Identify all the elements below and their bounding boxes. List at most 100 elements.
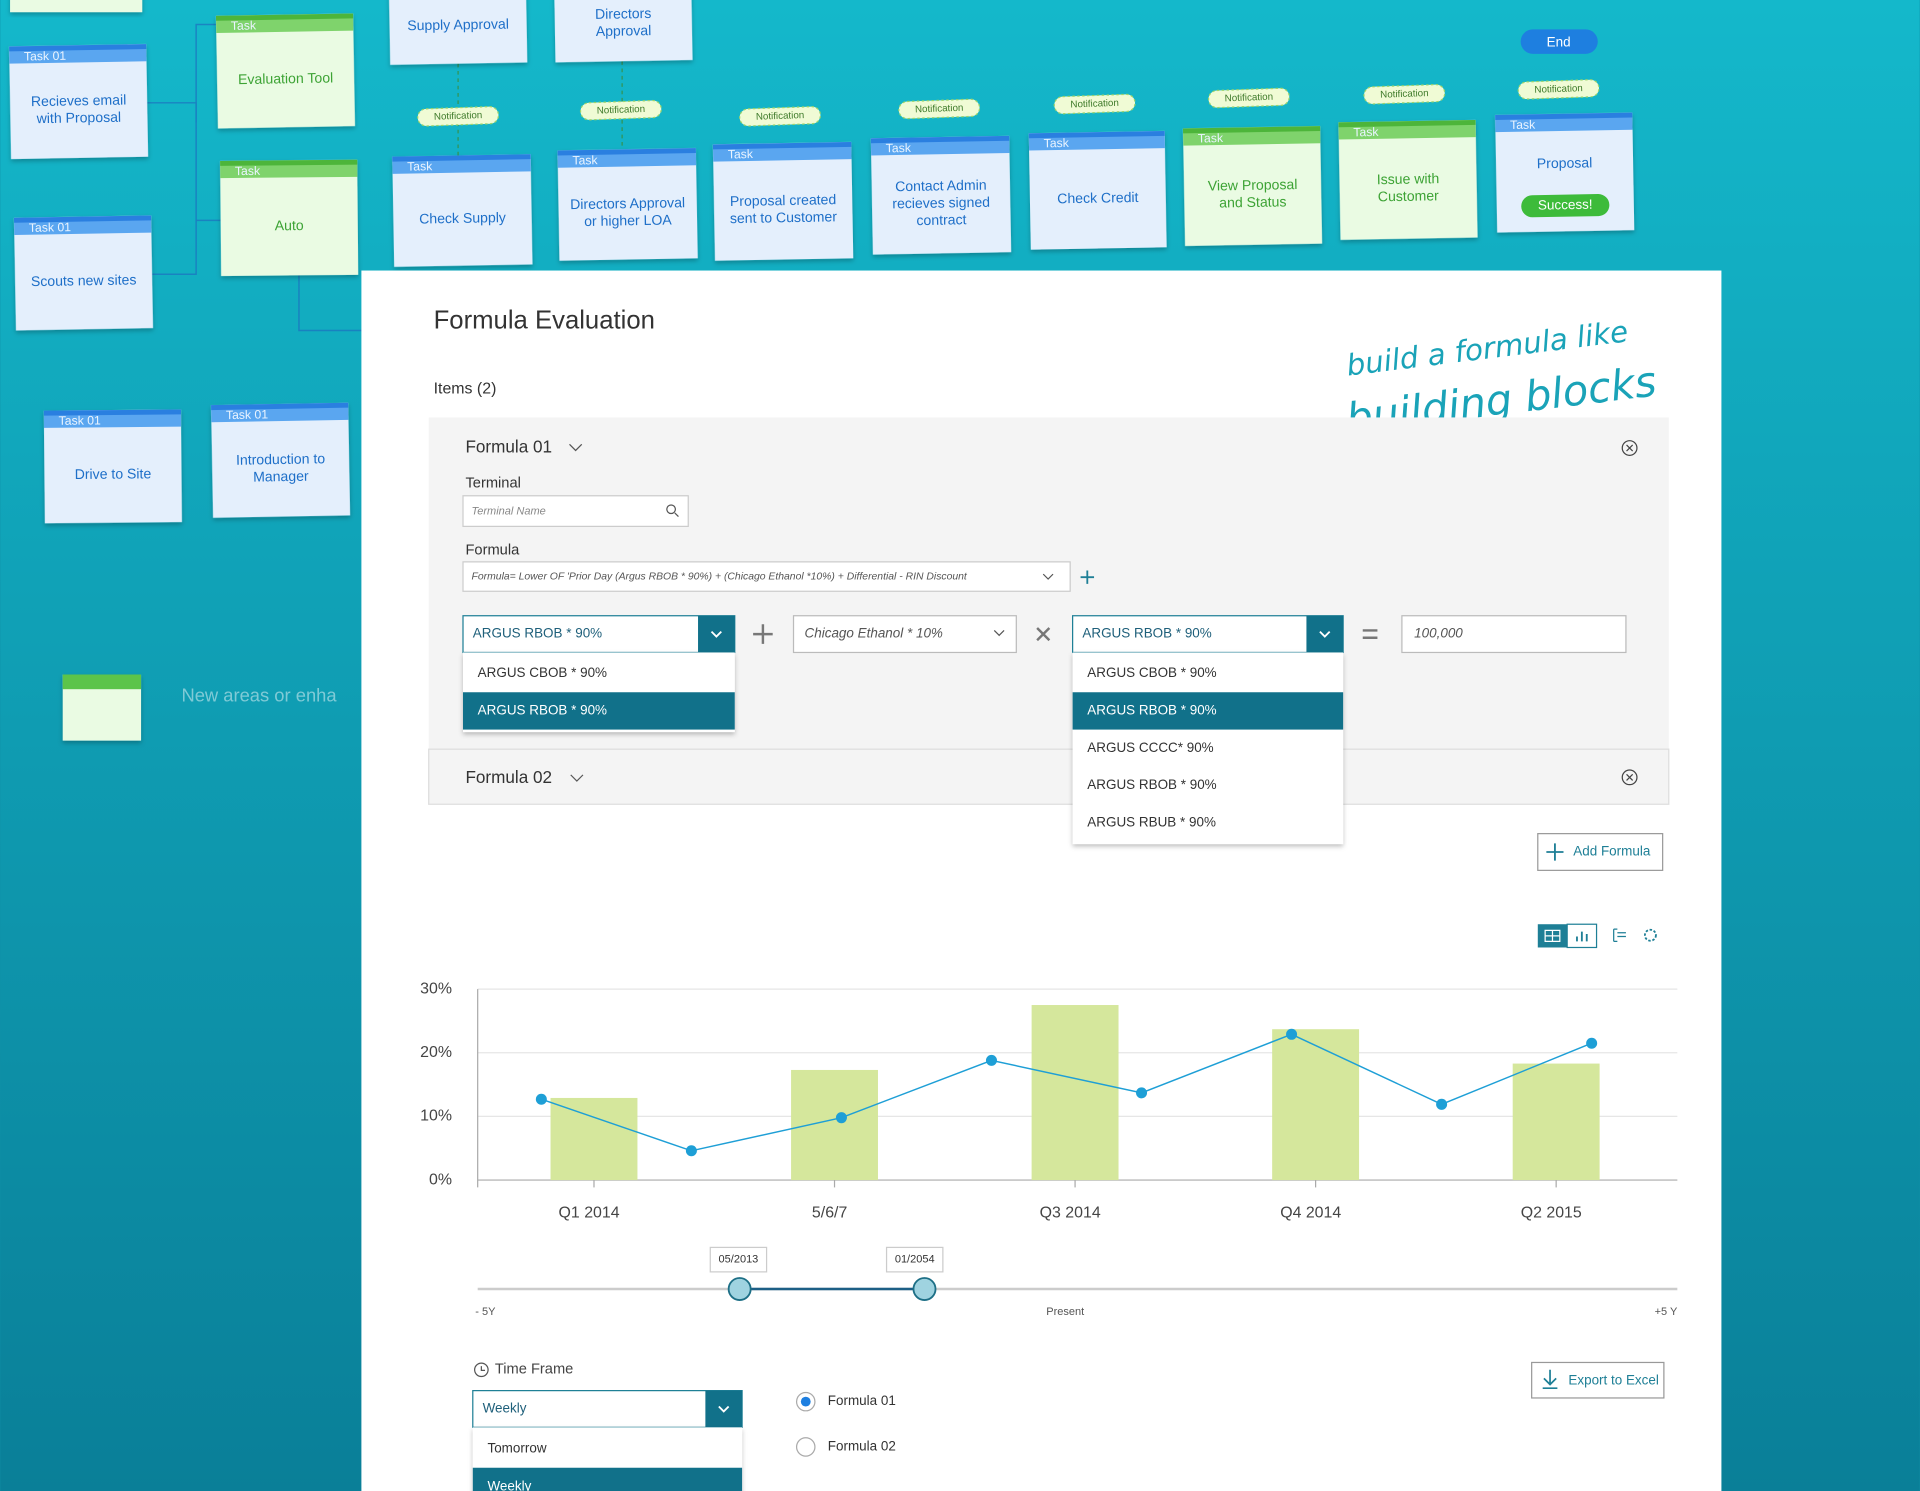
formula-input[interactable]	[462, 561, 1071, 592]
dropdown-option[interactable]: ARGUS RBOB * 90%	[1087, 777, 1216, 792]
dropdown-option[interactable]: ARGUS CCCC* 90%	[1087, 740, 1213, 755]
flow-card[interactable]: Task 01 Drive to Site	[43, 409, 182, 524]
chevron[interactable]	[569, 443, 583, 452]
card-header-edge	[1338, 120, 1476, 128]
tooltip	[885, 1246, 944, 1273]
plus-icon	[1546, 843, 1564, 861]
card-body	[13, 215, 154, 331]
dropdown-option[interactable]: ARGUS CBOB * 90%	[1087, 665, 1216, 680]
formula-name[interactable]: Formula 02	[465, 767, 552, 787]
radio-label[interactable]: Formula 01	[828, 1393, 896, 1408]
flow-card[interactable]: Task Check Credit	[1028, 131, 1167, 250]
chart: 0% 10% 20% 30% Q1 2014 5/6/7 Q3 2014 Q4 2014 Q2 …	[420, 980, 1678, 1221]
select[interactable]	[462, 615, 736, 654]
card-header-edge	[712, 142, 852, 150]
dropdown-option[interactable]: ARGUS RBUB * 90%	[1087, 814, 1216, 829]
card-header-edge	[43, 409, 181, 416]
download-icon	[1542, 1369, 1558, 1390]
card-body	[388, 0, 528, 65]
formula-name[interactable]: Formula 01	[465, 437, 552, 457]
radio-label[interactable]: Formula 02	[828, 1438, 896, 1453]
add-formula-button[interactable]: Add Formula	[1537, 833, 1664, 871]
line-point	[1286, 1028, 1298, 1040]
card-label: Drive to Site	[75, 465, 152, 482]
card-label: Issue with	[1377, 170, 1440, 187]
dropdown-option[interactable]: ARGUS CBOB * 90%	[478, 665, 607, 680]
line-point	[535, 1093, 547, 1105]
card-label: recieves signed	[892, 194, 990, 212]
flow-card[interactable]: Task 01 Scouts new sites	[13, 215, 154, 331]
chevron[interactable]	[570, 774, 584, 782]
dropdown-option[interactable]: Tomorrow	[487, 1440, 546, 1455]
close-icon[interactable]	[1621, 440, 1638, 456]
option-selected[interactable]	[463, 692, 735, 730]
card-body	[9, 44, 149, 160]
flow-card[interactable]: Supply Approval	[388, 0, 528, 65]
y-tick-label: 10%	[420, 1108, 452, 1125]
option-selected[interactable]	[1072, 692, 1344, 730]
card-tag: Task 01	[226, 407, 269, 422]
close[interactable]	[1621, 769, 1638, 786]
legend-icon[interactable]	[1613, 928, 1626, 942]
placeholder: Terminal Name	[472, 506, 546, 518]
dropdown-option[interactable]: Weekly	[487, 1478, 531, 1491]
radio[interactable]	[795, 1437, 816, 1457]
settings-icon[interactable]	[1643, 928, 1657, 942]
close-x[interactable]	[1626, 773, 1634, 781]
panel-title: Formula Evaluation	[434, 307, 655, 335]
range-slider[interactable]: 05/2013 01/2054 - 5Y Present +5 Y	[475, 1246, 1678, 1318]
select-button[interactable]	[698, 615, 735, 653]
dropdown-option[interactable]: ARGUS RBOB * 90%	[1087, 702, 1216, 717]
select-button[interactable]	[1306, 615, 1344, 653]
notification-label: Notification	[756, 110, 805, 123]
result: 100,000	[1414, 626, 1463, 641]
flow-card[interactable]: Task Evaluation Tool	[215, 13, 356, 129]
flow-card[interactable]: Task Check Supply	[392, 154, 533, 267]
card-label: Customer	[1378, 187, 1440, 204]
chevron	[1042, 573, 1054, 580]
items-count: Items (2)	[434, 380, 497, 397]
label: Time Frame	[495, 1362, 574, 1378]
close[interactable]	[1621, 440, 1638, 456]
slider-min: - 5Y	[475, 1306, 496, 1318]
dropdown-option[interactable]: ARGUS RBOB * 90%	[478, 702, 607, 717]
card-tag: Task	[1044, 136, 1070, 150]
search-icon	[666, 504, 679, 518]
close-icon[interactable]	[1621, 769, 1638, 786]
select[interactable]	[1072, 615, 1344, 654]
card-header-edge	[557, 148, 696, 156]
select[interactable]	[472, 1390, 743, 1428]
flow-card[interactable]: Task Auto	[220, 159, 359, 277]
slider-handle[interactable]	[727, 1277, 752, 1301]
flow-card[interactable]: Task Proposal Success!	[1495, 112, 1635, 233]
slider-handle[interactable]	[912, 1277, 937, 1301]
card-tag: Task	[886, 141, 912, 155]
export-button[interactable]: Export to Excel	[1531, 1361, 1665, 1399]
terminal-input[interactable]	[462, 495, 689, 527]
select-button[interactable]	[705, 1390, 743, 1428]
x-tick-label: Q3 2014	[1040, 1204, 1101, 1221]
close-x[interactable]	[1626, 444, 1634, 452]
option-selected[interactable]	[472, 1467, 743, 1491]
select[interactable]	[792, 615, 1017, 654]
bar	[1031, 1005, 1119, 1181]
card-header-edge	[1183, 126, 1321, 134]
card-label: Auto	[275, 217, 304, 233]
slider-start: 05/2013	[719, 1254, 759, 1266]
card-header-edge	[392, 154, 531, 162]
result-input[interactable]	[1401, 615, 1627, 654]
add-icon[interactable]	[1080, 570, 1095, 584]
card-label: Manager	[253, 468, 309, 485]
notification-pill	[1363, 83, 1446, 105]
notification-label: Notification	[1534, 83, 1583, 96]
x-tick-label: Q1 2014	[559, 1204, 620, 1221]
